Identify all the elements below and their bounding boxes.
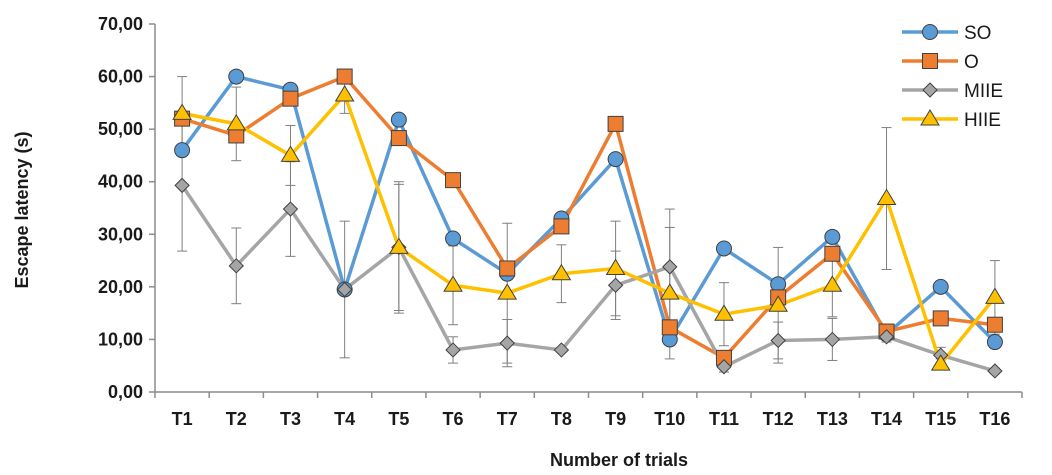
legend-label-miie: MIIE [964, 81, 1003, 102]
point-so [986, 334, 1003, 351]
point-o [336, 68, 353, 85]
y-tick-label: 30,00 [98, 224, 143, 244]
point-so [390, 111, 407, 128]
point-miie [662, 259, 678, 275]
legend-marker-so [922, 24, 938, 40]
legend-label-hiie: HIIE [964, 110, 1001, 131]
legend-marker-hiie [920, 109, 940, 126]
legend: SO O MIIE HIIE [902, 23, 1003, 131]
x-tick-label: T7 [497, 409, 518, 429]
point-hiie [443, 275, 463, 292]
point-miie [824, 331, 841, 348]
y-tick-label: 40,00 [98, 172, 143, 192]
point-miie [445, 342, 461, 358]
point-hiie [822, 275, 843, 292]
x-tick-label: T6 [443, 409, 464, 429]
point-hiie [714, 304, 734, 321]
point-o [661, 319, 678, 336]
point-hiie [876, 188, 897, 206]
x-tick-label: T15 [925, 409, 956, 429]
point-miie [228, 258, 244, 274]
legend-label-o: O [964, 52, 979, 73]
legend-label-so: SO [964, 23, 991, 44]
point-so [715, 240, 732, 257]
point-hiie [226, 113, 247, 131]
x-tick-label: T8 [551, 409, 572, 429]
y-tick-label: 20,00 [98, 277, 143, 297]
x-axis-ticks: T1 T2 T3 T4 T5 T6 T7 T8 T9 T10 T11 T12 T13 T14 T15 T16 [154, 392, 1023, 429]
series-markers [172, 68, 1005, 379]
y-tick-label: 0,00 [108, 382, 143, 402]
point-o [499, 260, 516, 277]
y-tick-label: 70,00 [98, 14, 143, 34]
point-o [445, 172, 462, 189]
point-miie [878, 329, 895, 345]
point-o [390, 130, 407, 147]
point-o [553, 218, 570, 235]
point-o [932, 310, 949, 327]
point-so [445, 230, 462, 247]
point-o [282, 90, 299, 107]
point-miie [770, 332, 786, 349]
point-hiie [280, 145, 301, 162]
x-tick-label: T3 [280, 409, 301, 429]
legend-marker-o [922, 53, 938, 69]
point-hiie [551, 263, 572, 281]
point-hiie [172, 103, 192, 120]
point-miie [499, 335, 515, 351]
point-hiie [388, 237, 409, 254]
series-line-miie [180, 184, 996, 373]
point-hiie [659, 283, 680, 300]
point-miie [987, 363, 1003, 379]
point-hiie [605, 258, 626, 275]
x-axis-title: Number of trials [550, 450, 688, 470]
x-tick-label: T16 [979, 409, 1010, 429]
point-miie [336, 281, 353, 298]
y-tick-label: 10,00 [98, 329, 143, 349]
series-line-so [180, 74, 997, 344]
x-tick-label: T11 [709, 409, 739, 429]
x-tick-label: T1 [172, 409, 193, 429]
y-axis-title: Escape latency (s) [12, 131, 32, 288]
point-so [228, 68, 245, 85]
series-lines [180, 74, 997, 373]
point-hiie [334, 84, 355, 102]
x-tick-label: T13 [817, 409, 848, 429]
x-tick-label: T4 [334, 409, 355, 429]
point-miie [174, 177, 190, 194]
point-hiie [985, 287, 1005, 304]
x-tick-label: T2 [226, 409, 247, 429]
point-so [824, 228, 841, 245]
point-so [607, 151, 624, 168]
x-tick-label: T12 [763, 409, 794, 429]
legend-marker-miie [922, 82, 938, 98]
point-miie [553, 342, 570, 358]
point-hiie [768, 295, 789, 312]
x-tick-label: T9 [605, 409, 626, 429]
point-miie [607, 277, 624, 293]
point-miie [716, 359, 732, 375]
x-tick-label: T5 [388, 409, 409, 429]
point-so [932, 278, 949, 295]
point-miie [282, 201, 299, 217]
point-o [607, 115, 624, 132]
x-tick-label: T10 [654, 409, 685, 429]
point-hiie [497, 283, 518, 300]
series-line-o [181, 74, 996, 360]
y-tick-label: 50,00 [98, 119, 143, 139]
point-so [174, 142, 191, 159]
axes: 0,0010,0020,0030,0040,0050,0060,0070,00 … [98, 14, 1023, 429]
y-tick-label: 60,00 [98, 67, 143, 87]
point-hiie [930, 354, 951, 371]
y-axis-ticks: 0,00 10,00 20,00 30,00 40,00 50,00 60,00 70,00 [98, 14, 155, 402]
x-tick-label: T14 [871, 409, 902, 429]
series-line-hiie [181, 93, 997, 366]
point-o [824, 245, 841, 262]
point-o [986, 316, 1003, 333]
